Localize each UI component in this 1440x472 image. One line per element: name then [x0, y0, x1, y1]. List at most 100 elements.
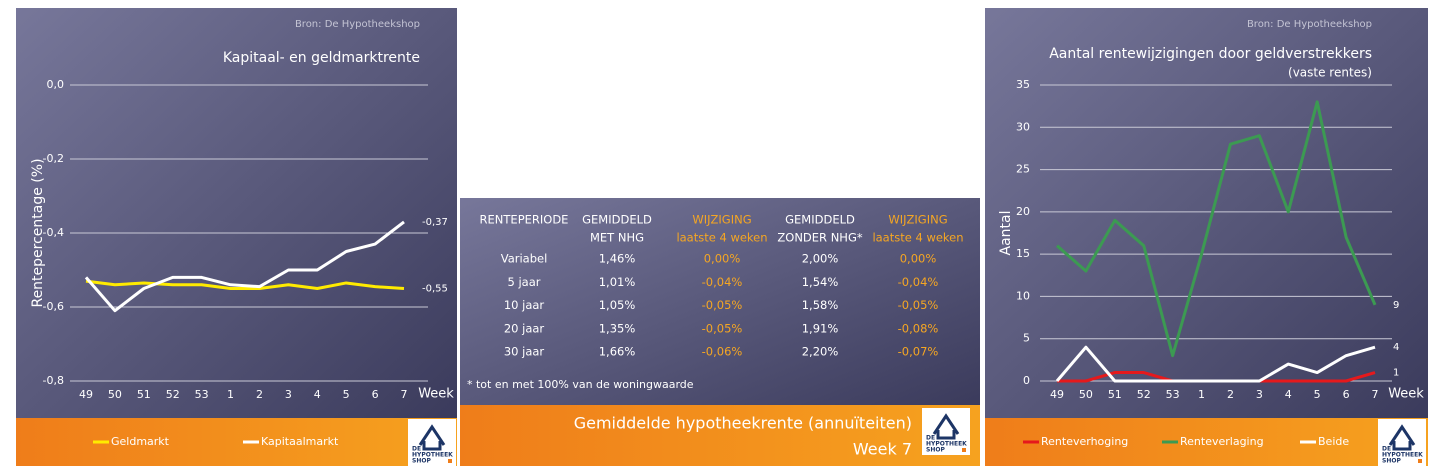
logo-dot [448, 459, 452, 463]
logo-text: DE [926, 435, 935, 442]
value-label: 1 [1393, 368, 1399, 379]
table-cell: 10 jaar [504, 298, 545, 312]
chart-subtitle: (vaste rentes) [1288, 66, 1372, 80]
logo-house [1388, 424, 1416, 451]
table-cell: -0,07% [898, 345, 939, 359]
x-tick-label: 51 [1108, 388, 1122, 401]
logo-dot [1418, 459, 1422, 463]
x-tick-label: 51 [137, 388, 151, 401]
y-tick-label: 0,0 [47, 78, 65, 91]
y-tick-label: -0,2 [43, 152, 64, 165]
source: Bron: De Hypotheekshop [1247, 19, 1372, 30]
table-cell: 0,00% [900, 252, 937, 266]
column-header: MET NHG [590, 231, 644, 245]
value-label: 9 [1393, 300, 1399, 311]
logo-text: DE [412, 446, 421, 453]
table-cell: -0,08% [898, 321, 939, 335]
footer-band [460, 405, 980, 466]
footnote: * tot en met 100% van de woningwaarde [467, 378, 694, 391]
table-cell: Variabel [501, 252, 548, 266]
y-tick-label: 10 [1016, 289, 1030, 302]
footer-title: Gemiddelde hypotheekrente (annuïteiten) [574, 414, 912, 433]
x-axis-label: Week [418, 387, 454, 402]
table-cell: 2,00% [802, 252, 839, 266]
legend-label: Kapitaalmarkt [261, 435, 339, 448]
x-tick-label: 53 [195, 388, 209, 401]
legend-label: Beide [1318, 435, 1349, 448]
y-tick-label: -0,6 [43, 300, 64, 313]
chart-title: Aantal rentewijzigingen door geldverstre… [1049, 46, 1372, 62]
x-tick-label: 52 [166, 388, 180, 401]
table-cell: 5 jaar [508, 275, 541, 289]
table-cell: -0,05% [702, 298, 743, 312]
chart-title: Kapitaal- en geldmarktrente [223, 50, 420, 66]
column-header: RENTEPERIODE [480, 213, 569, 227]
column-header: GEMIDDELD [582, 213, 652, 227]
table-cell: 30 jaar [504, 345, 545, 359]
series-line [1055, 345, 1376, 383]
value-label: -0,37 [422, 217, 448, 228]
x-tick-label: 2 [1227, 388, 1234, 401]
column-header: WIJZIGING [888, 213, 947, 227]
logo-house [418, 424, 446, 451]
x-tick-label: 50 [108, 388, 122, 401]
x-tick-label: 4 [1285, 388, 1292, 401]
logo-text: SHOP [412, 458, 431, 465]
table-cell: -0,05% [702, 321, 743, 335]
column-header: laatste 4 weken [872, 231, 963, 245]
x-tick-label: 52 [1137, 388, 1151, 401]
logo-text: DE [1382, 446, 1391, 453]
table-cell: 1,05% [599, 298, 636, 312]
table-cell: 1,58% [802, 298, 839, 312]
x-tick-label: 50 [1079, 388, 1093, 401]
series-line [84, 220, 405, 313]
y-tick-label: 20 [1016, 205, 1030, 218]
y-tick-label: -0,4 [43, 226, 64, 239]
x-tick-label: 7 [401, 388, 408, 401]
table-cell: 1,01% [599, 275, 636, 289]
panel-bg [985, 8, 1428, 418]
legend-label: Renteverhoging [1041, 435, 1128, 448]
legend-band [16, 418, 457, 466]
x-tick-label: 3 [285, 388, 292, 401]
series-line [85, 279, 405, 290]
y-tick-label: 5 [1023, 332, 1030, 345]
x-tick-label: 3 [1256, 388, 1263, 401]
x-tick-label: 6 [1343, 388, 1350, 401]
panel-bg [460, 198, 980, 405]
column-header: WIJZIGING [692, 213, 751, 227]
source: Bron: De Hypotheekshop [295, 19, 420, 30]
table-cell: 20 jaar [504, 321, 545, 335]
x-tick-label: 53 [1166, 388, 1180, 401]
table-cell: 1,35% [599, 321, 636, 335]
series-line [1056, 100, 1377, 358]
table-cell: 0,00% [704, 252, 741, 266]
x-tick-label: 1 [1198, 388, 1205, 401]
logo-house [932, 413, 960, 440]
column-header: ZONDER NHG* [777, 231, 862, 245]
table-cell: 1,46% [599, 252, 636, 266]
table-cell: 1,54% [802, 275, 839, 289]
x-axis-label: Week [1388, 387, 1424, 402]
table-cell: 2,20% [802, 345, 839, 359]
column-header: GEMIDDELD [785, 213, 855, 227]
logo-text: SHOP [926, 447, 945, 454]
x-tick-label: 7 [1372, 388, 1379, 401]
logo-text: HYPOTHEEK [1382, 452, 1423, 459]
y-tick-label: -0,8 [43, 374, 64, 387]
legend-band [985, 418, 1428, 466]
x-tick-label: 49 [1050, 388, 1064, 401]
x-tick-label: 5 [343, 388, 350, 401]
table-cell: -0,06% [702, 345, 743, 359]
y-axis-label: Rentepercentage (%) [30, 158, 46, 307]
x-tick-label: 49 [79, 388, 93, 401]
x-tick-label: 6 [372, 388, 379, 401]
y-tick-label: 15 [1016, 247, 1030, 260]
legend-label: Renteverlaging [1180, 435, 1264, 448]
y-tick-label: 0 [1023, 374, 1030, 387]
logo-text: HYPOTHEEK [926, 441, 967, 448]
x-tick-label: 1 [227, 388, 234, 401]
legend-label: Geldmarkt [111, 435, 170, 448]
value-label: -0,55 [422, 284, 448, 295]
